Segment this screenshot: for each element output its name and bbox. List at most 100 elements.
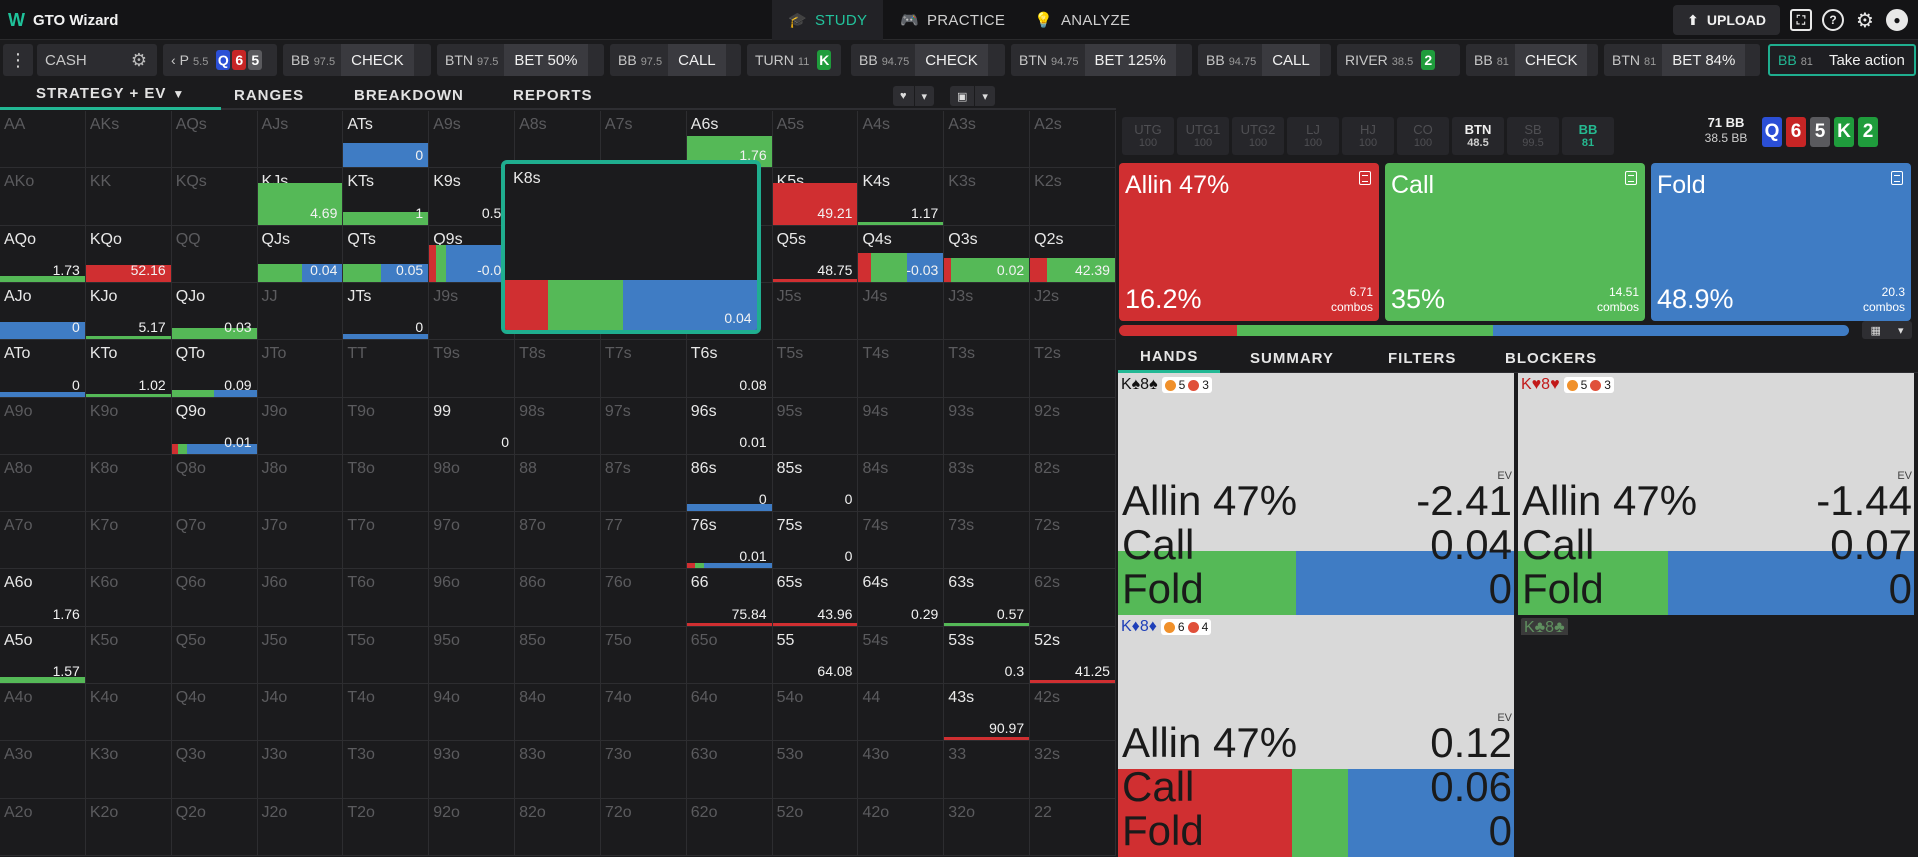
hand-cell[interactable]: A5s [772, 111, 859, 169]
tab-blockers[interactable]: BLOCKERS [1505, 349, 1598, 367]
hand-cell[interactable]: 83o [515, 741, 601, 799]
hand-cell[interactable]: 32o [944, 798, 1031, 856]
hand-cell[interactable]: 84o [515, 684, 601, 742]
hand-cell[interactable]: K4s 1.17 [858, 168, 945, 226]
hand-cell[interactable]: 22 [1030, 798, 1116, 856]
hand-cell[interactable]: 62o [686, 798, 773, 856]
hand-cell[interactable]: 99 0 [429, 397, 516, 455]
hand-cell[interactable]: 98o [429, 454, 516, 513]
hand-cell[interactable]: Q2o [171, 798, 258, 856]
hand-cell[interactable]: 43s 90.97 [944, 684, 1031, 742]
hand-cell[interactable]: 84s [858, 454, 945, 513]
tab-practice[interactable]: 🎮 PRACTICE [884, 0, 1021, 40]
hand-cell[interactable]: 44 [858, 684, 945, 742]
hand-cell[interactable]: 98s [515, 397, 601, 455]
seat-utg2[interactable]: UTG2 100 [1232, 117, 1284, 155]
tab-analyze[interactable]: 💡 ANALYZE [1018, 0, 1146, 40]
hand-cell[interactable]: Q4s -0.03 [858, 225, 945, 283]
hand-cell[interactable]: 33 [944, 741, 1031, 799]
hand-cell[interactable]: QJo 0.03 [171, 282, 258, 341]
hand-cell[interactable]: T9s [429, 340, 516, 398]
hand-cell[interactable]: T9o [343, 397, 430, 455]
hand-cell[interactable]: 64s 0.29 [858, 569, 945, 627]
hand-cell[interactable]: 87o [515, 512, 601, 570]
action-box-fold[interactable]: Fold 48.9% 20.3 combos [1651, 163, 1911, 321]
subtab-reports[interactable]: REPORTS [513, 86, 593, 104]
hand-cell[interactable]: J6o [257, 569, 344, 627]
hand-cell[interactable]: 72s [1030, 512, 1116, 570]
hand-cell[interactable]: J9s [429, 282, 516, 341]
hand-cell[interactable]: T3s [944, 340, 1031, 398]
hand-cell[interactable]: Q9s -0.01 [429, 225, 516, 283]
hand-cell[interactable]: 52o [772, 798, 859, 856]
take-action-node[interactable]: BB 81 Take action [1768, 44, 1916, 76]
hand-cell[interactable]: ATo 0 [0, 340, 86, 398]
hand-cell[interactable]: A8o [0, 454, 86, 513]
hand-cell[interactable]: KTo 1.02 [85, 340, 172, 398]
seat-co[interactable]: CO 100 [1397, 117, 1449, 155]
hand-combo-card[interactable]: K♦8♦ 6 4 EV Allin 47% 0.12 Call 0.06 Fold 0 [1118, 615, 1514, 857]
hand-cell[interactable]: 32s [1030, 741, 1116, 799]
seat-utg[interactable]: UTG 100 [1122, 117, 1174, 155]
hand-cell[interactable]: KQs [171, 168, 258, 226]
brand[interactable]: W GTO Wizard [8, 0, 118, 40]
hand-cell[interactable]: K2o [85, 798, 172, 856]
hand-cell[interactable]: 86o [515, 569, 601, 627]
hand-cell[interactable]: T8o [343, 454, 430, 513]
hand-cell[interactable]: AQo 1.73 [0, 225, 86, 283]
hand-cell[interactable]: 63s 0.57 [944, 569, 1031, 627]
hand-cell[interactable]: 74o [600, 684, 687, 742]
hand-cell[interactable]: 65o [686, 626, 773, 685]
hand-cell[interactable]: 93s [944, 397, 1031, 455]
hand-cell[interactable]: J2s [1030, 282, 1116, 341]
hand-cell[interactable]: KJs 4.69 [257, 168, 344, 226]
hand-cell[interactable]: J5s [772, 282, 859, 341]
action-node[interactable]: BB 97.5 CALL [610, 44, 741, 76]
hand-cell[interactable]: AA [0, 111, 86, 169]
hand-cell[interactable]: A3o [0, 741, 86, 799]
hand-cell[interactable]: JTs 0 [343, 282, 430, 341]
subtab-ranges[interactable]: RANGES [234, 86, 305, 104]
hand-cell[interactable]: A6o 1.76 [0, 569, 86, 627]
tab-study[interactable]: 🎓 STUDY [772, 0, 884, 40]
hand-cell[interactable]: 77 [600, 512, 687, 570]
hand-cell[interactable]: AQs [171, 111, 258, 169]
hand-cell[interactable]: A6s 1.76 [686, 111, 773, 169]
hand-cell[interactable]: 94o [429, 684, 516, 742]
hand-cell[interactable]: 75o [600, 626, 687, 685]
hand-cell[interactable]: 85s 0 [772, 454, 859, 513]
seat-bb[interactable]: BB 81 [1562, 117, 1614, 155]
tab-filters[interactable]: FILTERS [1388, 349, 1457, 367]
hand-cell[interactable]: J3o [257, 741, 344, 799]
action-node[interactable]: BTN 94.75 BET 125% [1011, 44, 1192, 76]
notes-icon[interactable] [1625, 171, 1637, 185]
hand-cell[interactable]: K9o [85, 397, 172, 455]
tab-hands[interactable]: HANDS [1118, 343, 1221, 373]
hand-cell[interactable]: 53o [772, 741, 859, 799]
hand-cell[interactable]: 64o [686, 684, 773, 742]
hand-cell[interactable]: T8s [515, 340, 601, 398]
street-turn[interactable]: TURN 11 K [747, 44, 841, 76]
hand-cell[interactable]: KJo 5.17 [85, 282, 172, 341]
hand-cell[interactable]: K3s [944, 168, 1031, 226]
hand-combo-card[interactable]: K♠8♠ 5 3 EV Allin 47% -2.41 Call 0.04 Fold 0 [1118, 373, 1514, 615]
selected-hand-cell[interactable]: K8s 0.04 [501, 160, 761, 335]
hand-cell[interactable]: 76s 0.01 [686, 512, 773, 570]
hand-cell[interactable]: 62s [1030, 569, 1116, 627]
hand-cell[interactable]: 92s [1030, 397, 1116, 455]
hand-cell[interactable]: AKs [85, 111, 172, 169]
hand-cell[interactable]: 52s 41.25 [1030, 626, 1116, 685]
hand-cell[interactable]: 66 75.84 [686, 569, 773, 627]
hand-cell[interactable]: 74s [858, 512, 945, 570]
subtab-strategy-ev[interactable]: STRATEGY + EV ▼ [0, 80, 222, 110]
hand-cell[interactable]: T4o [343, 684, 430, 742]
hand-cell[interactable]: 96s 0.01 [686, 397, 773, 455]
hand-cell[interactable]: 42s [1030, 684, 1116, 742]
hand-cell[interactable]: 72o [600, 798, 687, 856]
hand-cell[interactable]: K3o [85, 741, 172, 799]
seat-btn[interactable]: BTN 48.5 [1452, 117, 1504, 155]
seat-sb[interactable]: SB 99.5 [1507, 117, 1559, 155]
hand-cell[interactable]: 54o [772, 684, 859, 742]
hand-cell[interactable]: 73o [600, 741, 687, 799]
action-box-allin[interactable]: Allin 47% 16.2% 6.71 combos [1119, 163, 1379, 321]
